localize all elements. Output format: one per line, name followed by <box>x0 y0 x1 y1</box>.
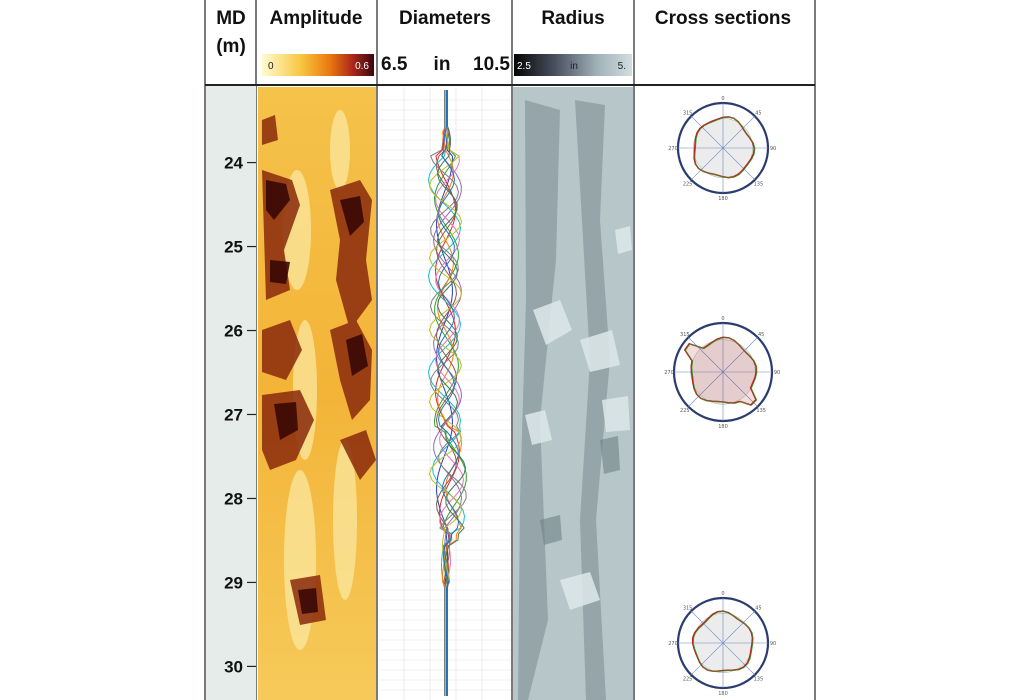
cross-section-profile <box>683 336 757 406</box>
radius-max-label: 5. <box>618 61 626 72</box>
depth-tick-label: 30 <box>224 657 243 676</box>
diameter-curve <box>429 90 467 696</box>
cross-section-profile-alt <box>694 116 756 179</box>
azimuth-label: 0 <box>721 96 724 102</box>
diameter-curve <box>437 90 460 696</box>
radius-min-label: 2.5 <box>517 61 531 72</box>
azimuth-label: 315 <box>680 332 690 338</box>
diameter-max-label: 10.5 <box>473 54 510 75</box>
radius-colorbar <box>514 54 632 76</box>
azimuth-label: 90 <box>770 146 776 152</box>
azimuth-label: 90 <box>770 641 776 647</box>
diameters-gridlines <box>380 87 511 700</box>
azimuth-label: 0 <box>721 316 724 322</box>
depth-tick-label: 27 <box>224 405 243 424</box>
azimuth-label: 45 <box>758 332 764 338</box>
azimuth-label: 45 <box>755 111 761 117</box>
azimuth-label: 0 <box>721 591 724 597</box>
amplitude-header: Amplitude <box>270 8 363 29</box>
azimuth-label: 315 <box>683 111 693 117</box>
depth-tick-label: 28 <box>224 489 243 508</box>
cross-section-azimuth-line <box>690 610 756 676</box>
amplitude-image-track <box>258 87 376 700</box>
diameter-curve <box>428 90 463 696</box>
azimuth-label: 180 <box>718 691 728 697</box>
amplitude-colorbar <box>262 54 374 76</box>
radius-unit-label: in <box>570 61 578 72</box>
depth-tick-label: 25 <box>224 238 243 257</box>
azimuth-label: 180 <box>718 424 728 430</box>
radius-image-track <box>513 87 633 700</box>
diameter-curves <box>427 90 467 696</box>
azimuth-label: 90 <box>774 370 780 376</box>
azimuth-label: 225 <box>683 676 693 682</box>
cross-sections-header: Cross sections <box>655 8 791 29</box>
diameter-min-label: 6.5 <box>381 54 408 75</box>
amplitude-min-label: 0 <box>268 61 274 72</box>
depth-axis: 24 25 26 27 28 29 30 <box>224 154 256 676</box>
azimuth-label: 135 <box>756 408 766 414</box>
depth-tick-label: 24 <box>224 154 243 173</box>
cross-section-profile-alt <box>693 611 754 673</box>
cross-section-panel: 315 45 90 135 180 225 270 0 <box>668 96 776 202</box>
md-header: MD <box>216 8 246 29</box>
azimuth-label: 270 <box>668 146 678 152</box>
diameter-unit-label: in <box>434 54 451 75</box>
azimuth-label: 315 <box>683 606 693 612</box>
azimuth-label: 135 <box>754 676 764 682</box>
azimuth-label: 135 <box>754 181 764 187</box>
depth-tick-label: 29 <box>224 573 243 592</box>
amplitude-max-label: 0.6 <box>355 61 369 72</box>
azimuth-label: 270 <box>664 370 674 376</box>
cross-section-profile-alt <box>685 337 758 406</box>
cross-section-panel: 315 45 90 135 180 225 270 0 <box>664 316 780 430</box>
depth-track-background <box>206 86 256 700</box>
cross-sections-track: 315 45 90 135 180 225 270 0 315 45 90 135 180 225 270 0… <box>664 96 780 697</box>
diameters-track <box>380 87 511 700</box>
azimuth-label: 225 <box>683 181 693 187</box>
md-unit-header: (m) <box>216 36 246 57</box>
depth-tick-label: 26 <box>224 322 243 341</box>
cross-section-panel: 315 45 90 135 180 225 270 0 <box>668 591 776 697</box>
radius-header: Radius <box>541 8 604 29</box>
azimuth-label: 270 <box>668 641 678 647</box>
diameter-curve <box>436 90 467 696</box>
azimuth-label: 225 <box>680 408 690 414</box>
cross-section-azimuth-line <box>688 337 758 407</box>
azimuth-label: 45 <box>755 606 761 612</box>
azimuth-label: 180 <box>718 196 728 202</box>
diameters-header: Diameters <box>399 8 491 29</box>
